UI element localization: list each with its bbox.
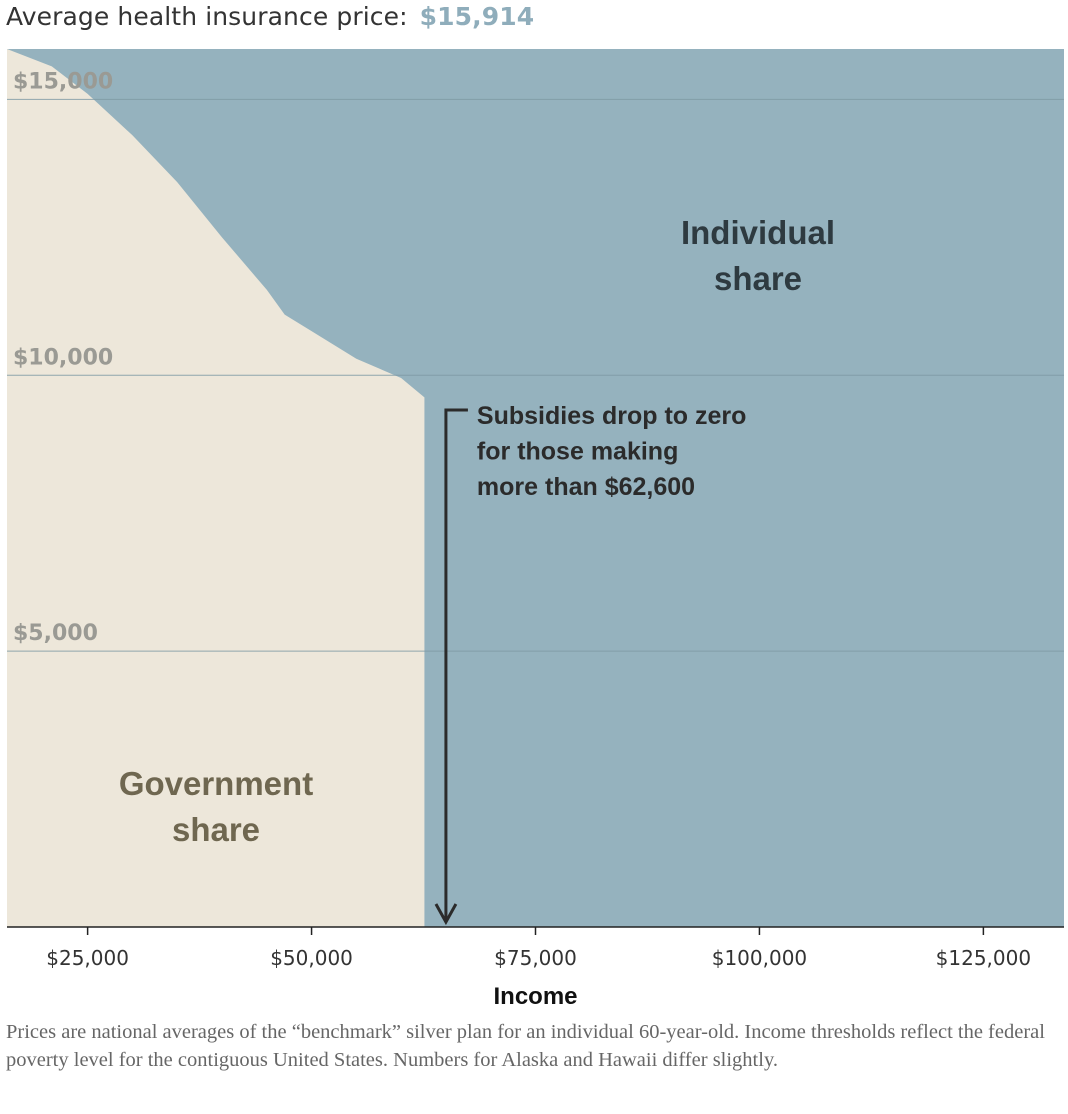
annotation-arrowhead bbox=[434, 903, 458, 926]
x-tick-label: $100,000 bbox=[712, 946, 807, 970]
x-axis-title: Income bbox=[493, 983, 577, 1010]
annotation-arrow-line bbox=[444, 408, 468, 922]
government-share-area bbox=[7, 49, 425, 927]
annotation-text-line: more than $62,600 bbox=[477, 473, 695, 501]
annotation-text-line: for those making bbox=[477, 438, 678, 466]
x-tick-label: $125,000 bbox=[936, 946, 1031, 970]
individual-share-label-line: share bbox=[714, 260, 802, 297]
y-tick-label: $10,000 bbox=[13, 345, 113, 370]
y-tick-label: $15,000 bbox=[13, 69, 113, 94]
individual-share-label-line: Individual bbox=[681, 214, 835, 251]
axes: $5,000 $10,000 $15,000 $25,000 $50,000 $75,00… bbox=[7, 69, 1064, 1010]
footnote: Prices are national averages of the “ben… bbox=[6, 1021, 1045, 1071]
government-share-label-line: share bbox=[172, 811, 260, 848]
chart-svg: $5,000 $10,000 $15,000 $25,000 $50,000 $75,00… bbox=[7, 49, 1064, 1010]
annotation-text-line: Subsidies drop to zero bbox=[477, 402, 746, 430]
chart-title: Average health insurance price: $15,914 bbox=[6, 2, 534, 31]
government-share-label: Government share bbox=[119, 765, 313, 848]
x-tick-label: $50,000 bbox=[270, 946, 353, 970]
annotation-text: Subsidies drop to zero for those making mo… bbox=[477, 402, 746, 501]
labels: Individual share Government share Subsidies … bbox=[119, 214, 835, 926]
x-tick-label: $25,000 bbox=[46, 946, 129, 970]
individual-share-label: Individual share bbox=[681, 214, 835, 297]
plot-area bbox=[7, 49, 1064, 927]
government-share-label-line: Government bbox=[119, 765, 313, 802]
average-price-value: $15,914 bbox=[419, 2, 535, 31]
x-tick-label: $75,000 bbox=[494, 946, 577, 970]
title-label: Average health insurance price: bbox=[6, 2, 408, 31]
y-tick-label: $5,000 bbox=[13, 621, 98, 646]
